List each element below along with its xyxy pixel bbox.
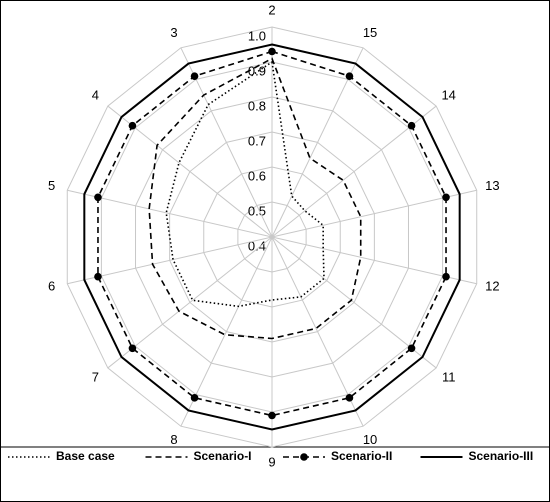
series-marker bbox=[442, 272, 450, 281]
r-tick-label: 0.7 bbox=[248, 133, 266, 148]
legend-label: Base case bbox=[56, 449, 115, 463]
series-marker bbox=[190, 72, 199, 80]
series-marker bbox=[190, 394, 199, 402]
category-label: 9 bbox=[268, 454, 275, 469]
legend-marker bbox=[300, 453, 308, 461]
legend-label: Scenario-III bbox=[469, 449, 534, 463]
legend-label: Scenario-II bbox=[331, 449, 392, 463]
category-label: 10 bbox=[363, 432, 377, 447]
category-label: 7 bbox=[92, 369, 99, 384]
series-marker bbox=[345, 72, 354, 80]
r-tick-label: 0.6 bbox=[248, 168, 266, 183]
series-marker bbox=[268, 411, 276, 420]
series-marker bbox=[407, 121, 416, 130]
category-label: 15 bbox=[363, 25, 377, 40]
series-marker bbox=[268, 47, 276, 56]
series-line bbox=[148, 57, 362, 340]
series-line bbox=[83, 43, 461, 431]
series-marker bbox=[442, 193, 450, 202]
series-marker bbox=[94, 193, 102, 202]
series-marker bbox=[94, 272, 102, 281]
r-tick-label: 1.0 bbox=[248, 28, 266, 43]
category-label: 4 bbox=[92, 88, 99, 103]
r-tick-label: 0.8 bbox=[248, 98, 266, 113]
category-label: 6 bbox=[48, 279, 55, 294]
category-label: 12 bbox=[485, 279, 499, 294]
category-label: 2 bbox=[268, 2, 275, 17]
category-label: 3 bbox=[170, 25, 177, 40]
category-label: 11 bbox=[442, 369, 456, 384]
r-tick-label: 0.4 bbox=[248, 238, 266, 253]
series-marker bbox=[407, 344, 416, 353]
category-label: 8 bbox=[170, 432, 177, 447]
series-marker bbox=[128, 344, 137, 353]
series-marker bbox=[345, 394, 354, 402]
legend: Base case Scenario-I Scenario-II Scenario-I… bbox=[8, 449, 533, 463]
series-marker bbox=[128, 121, 137, 130]
legend-label: Scenario-I bbox=[194, 449, 252, 463]
category-label: 13 bbox=[485, 178, 499, 193]
category-label: 14 bbox=[441, 88, 455, 103]
category-label: 5 bbox=[48, 178, 55, 193]
